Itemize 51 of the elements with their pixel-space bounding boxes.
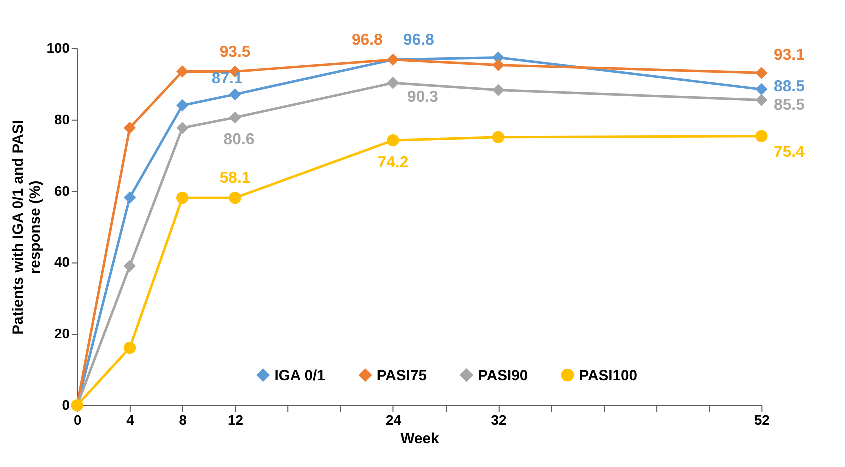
point xyxy=(492,59,505,72)
y-axis-title: Patients with IGA 0/1 and PASI response (%) xyxy=(10,120,44,335)
data-label: 93.1 xyxy=(774,47,806,64)
point xyxy=(756,94,768,106)
point xyxy=(387,134,400,147)
data-label: 88.5 xyxy=(774,78,806,96)
x-tick-label: 12 xyxy=(228,412,244,428)
x-tick-label: 8 xyxy=(179,412,188,428)
legend-label: PASI75 xyxy=(376,368,427,384)
point xyxy=(124,260,136,272)
point xyxy=(492,131,505,144)
point xyxy=(124,192,136,204)
x-tick-label: 52 xyxy=(754,412,770,428)
data-label: 58.1 xyxy=(220,170,251,188)
point xyxy=(492,84,505,96)
point xyxy=(229,192,242,204)
legend-label: PASI90 xyxy=(478,368,528,384)
point xyxy=(229,88,242,101)
data-label: 93.5 xyxy=(220,44,251,61)
data-label: 87.1 xyxy=(212,70,243,88)
data-label: 85.5 xyxy=(774,97,806,114)
point xyxy=(756,130,768,142)
data-label: 74.2 xyxy=(378,154,409,172)
y-tick-label: 40 xyxy=(54,254,70,270)
point xyxy=(176,122,189,134)
point xyxy=(756,67,768,80)
y-tick-label: 100 xyxy=(46,40,70,56)
legend-label: PASI100 xyxy=(579,368,638,384)
point xyxy=(756,83,768,96)
data-label: 80.6 xyxy=(224,132,255,149)
legend-label: IGA 0/1 xyxy=(274,368,326,384)
y-tick-label: 60 xyxy=(54,182,70,199)
point xyxy=(387,77,400,90)
point xyxy=(176,66,189,78)
y-tick-label: 80 xyxy=(54,111,70,128)
x-tick-label: 24 xyxy=(386,412,402,428)
y-tick-label: 20 xyxy=(54,326,70,342)
data-label: 75.4 xyxy=(774,144,806,162)
x-tick-label: 4 xyxy=(126,412,135,428)
data-label: 96.8 xyxy=(352,32,384,50)
x-axis-title: Week xyxy=(400,432,440,448)
x-tick-label: 32 xyxy=(491,412,507,428)
y-tick-label: 0 xyxy=(62,397,70,413)
point xyxy=(124,122,136,134)
x-tick-label: 0 xyxy=(74,412,82,428)
data-label: 90.3 xyxy=(408,88,439,106)
point xyxy=(229,112,242,124)
point xyxy=(176,100,189,112)
point xyxy=(176,192,189,204)
data-label: 96.8 xyxy=(404,32,435,50)
point xyxy=(124,342,136,354)
